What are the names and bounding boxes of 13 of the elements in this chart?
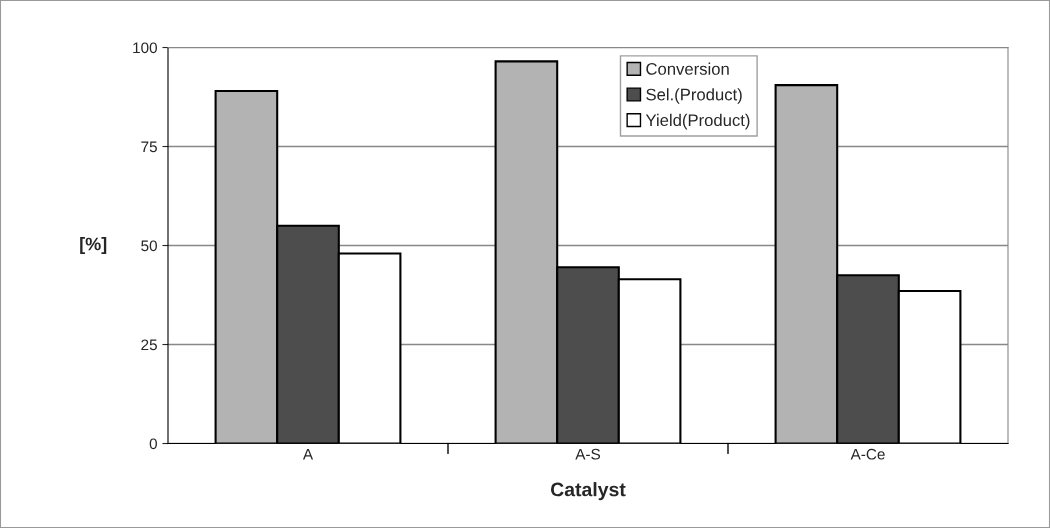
- legend-label: Sel.(Product): [646, 88, 742, 104]
- legend-label: Conversion: [646, 62, 729, 75]
- legend-label: Yield(Product): [645, 113, 750, 130]
- y-tick-label: 100: [133, 42, 157, 54]
- x-tick-label: A-Ce: [850, 448, 885, 460]
- x-tick-label: A-S: [575, 448, 601, 460]
- y-tick-label: 25: [141, 339, 157, 351]
- y-tick-label: 0: [149, 438, 157, 450]
- y-tick-label: 75: [141, 141, 157, 153]
- y-axis-title: [%]: [80, 237, 107, 254]
- x-axis-title: Catalyst: [550, 482, 626, 501]
- y-tick-label: 50: [141, 240, 157, 252]
- x-tick-label: A: [302, 448, 314, 460]
